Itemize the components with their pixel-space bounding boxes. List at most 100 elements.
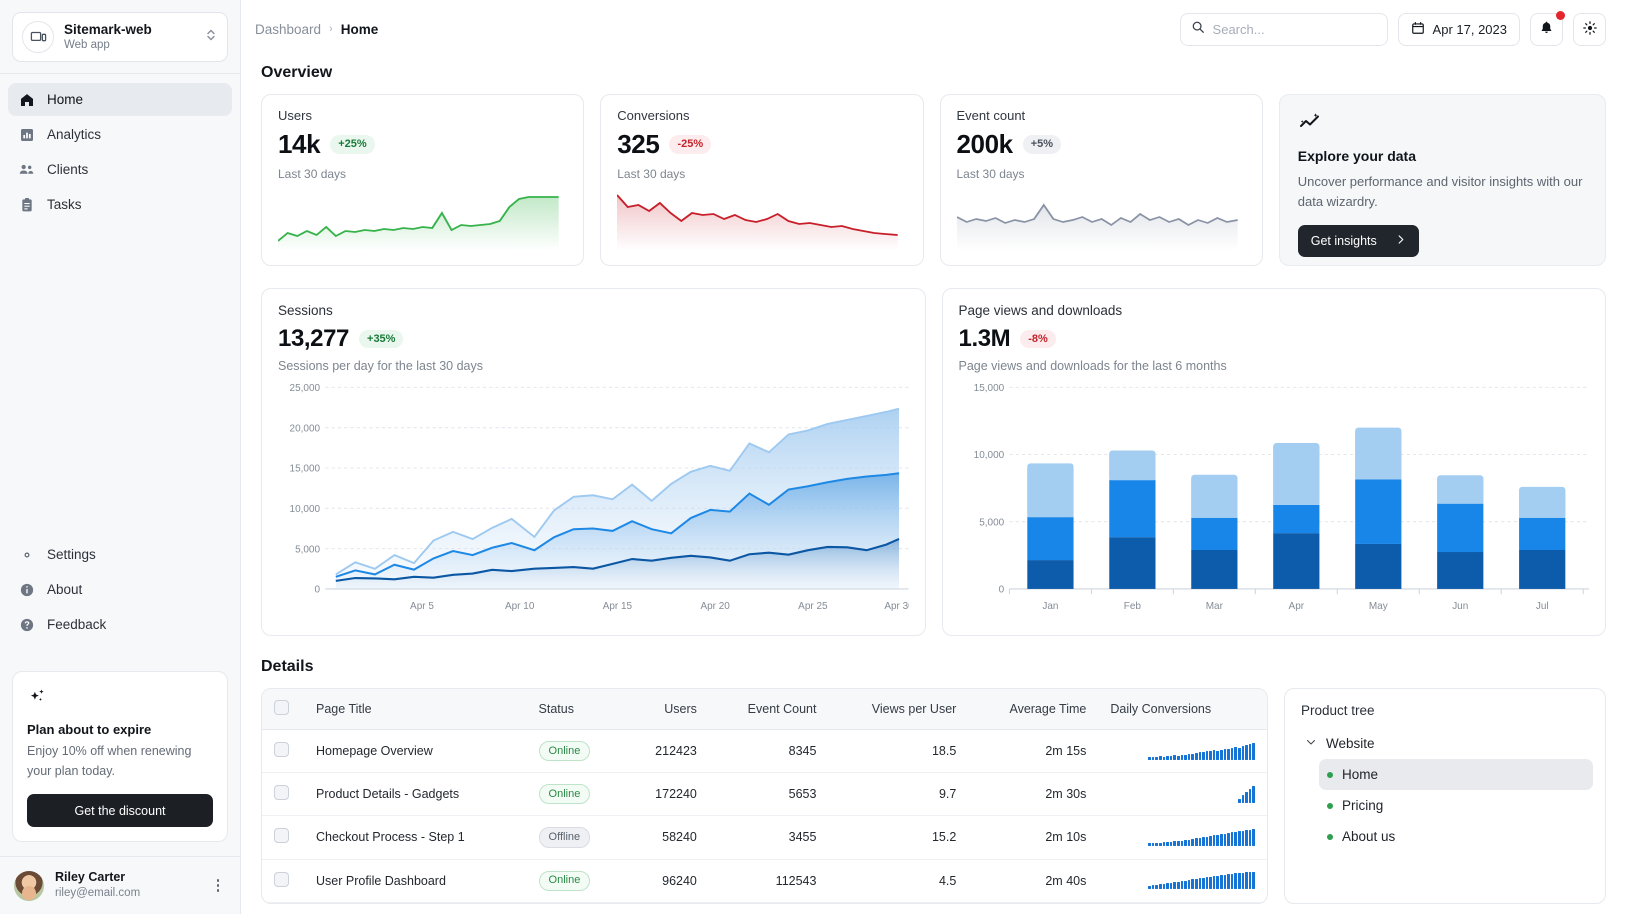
details-row: Page Title Status Users Event Count View… xyxy=(261,688,1606,904)
tree-item-home[interactable]: Home xyxy=(1319,759,1593,790)
col-users[interactable]: Users xyxy=(624,689,709,730)
col-daily-conversions[interactable]: Daily Conversions xyxy=(1098,689,1267,730)
svg-text:Jul: Jul xyxy=(1535,601,1548,612)
col-average-time[interactable]: Average Time xyxy=(968,689,1099,730)
cell-event-count: 112543 xyxy=(708,859,829,903)
user-profile[interactable]: Riley Carter riley@email.com xyxy=(0,856,240,914)
status-dot-icon xyxy=(1327,833,1333,840)
svg-text:Apr 10: Apr 10 xyxy=(505,601,535,612)
notifications-button[interactable] xyxy=(1530,10,1565,46)
checkbox-icon[interactable] xyxy=(274,828,289,844)
tree-node-website[interactable]: Website xyxy=(1297,728,1593,759)
tree-item-pricing[interactable]: Pricing xyxy=(1319,790,1593,821)
cell-status: Online xyxy=(526,859,625,903)
chart-subtitle: Sessions per day for the last 30 days xyxy=(278,359,483,373)
status-dot-icon xyxy=(1327,802,1333,809)
chart-title: Sessions xyxy=(278,303,333,318)
date-label: Apr 17, 2023 xyxy=(1432,21,1507,37)
select-all-header xyxy=(262,689,304,730)
cell-users: 212423 xyxy=(624,729,709,774)
date-picker-button[interactable]: Apr 17, 2023 xyxy=(1397,12,1520,46)
sparkline-conversions xyxy=(617,189,906,251)
table-row[interactable]: Checkout Process - Step 1 Offline 58240 … xyxy=(262,815,1267,860)
get-discount-button[interactable]: Get the discount xyxy=(27,794,213,828)
sidebar: Sitemark-web Web app Home Analytics xyxy=(0,0,241,914)
col-page-title[interactable]: Page Title xyxy=(304,689,527,730)
sidebar-item-label: Tasks xyxy=(47,197,82,212)
stat-value: 200k xyxy=(956,129,1014,159)
row-checkbox-cell xyxy=(262,729,304,774)
tree-item-about-us[interactable]: About us xyxy=(1319,821,1593,852)
status-badge: Online xyxy=(538,741,591,762)
cell-average-time: 2m 10s xyxy=(968,815,1099,860)
cell-daily-conversions xyxy=(1098,772,1267,817)
stat-card-event-count[interactable]: Event count 200k +5% Last 30 days xyxy=(939,94,1263,266)
search-box[interactable] xyxy=(1179,12,1388,46)
sidebar-item-label: Clients xyxy=(47,162,89,177)
tree-node-label: Website xyxy=(1326,736,1375,751)
sidebar-item-label: Analytics xyxy=(47,127,102,142)
bell-icon xyxy=(1539,20,1554,38)
svg-text:Mar: Mar xyxy=(1205,601,1223,612)
search-input[interactable] xyxy=(1212,21,1377,37)
chart-title: Page views and downloads xyxy=(958,303,1123,318)
breadcrumb-dashboard[interactable]: Dashboard xyxy=(255,21,322,37)
col-status[interactable]: Status xyxy=(526,689,625,730)
sidebar-item-feedback[interactable]: Feedback xyxy=(8,608,232,641)
checkbox-icon[interactable] xyxy=(274,871,289,887)
user-name: Riley Carter xyxy=(55,870,126,885)
stat-card-users[interactable]: Users 14k +25% Last 30 days xyxy=(261,94,585,266)
app-type: Web app xyxy=(64,39,110,52)
col-event-count[interactable]: Event Count xyxy=(708,689,829,730)
notification-badge xyxy=(1556,10,1565,20)
checkbox-icon[interactable] xyxy=(274,785,289,801)
cell-views-per-user: 4.5 xyxy=(828,859,969,903)
checkbox-icon[interactable] xyxy=(274,700,289,715)
svg-text:Apr 25: Apr 25 xyxy=(798,601,828,612)
svg-text:0: 0 xyxy=(998,585,1004,596)
status-badge: +35% xyxy=(359,329,404,349)
table-row[interactable]: Product Details - Gadgets Online 172240 … xyxy=(262,772,1267,817)
cell-users: 58240 xyxy=(624,815,709,860)
chart-value: 1.3M xyxy=(958,325,1011,352)
sidebar-item-analytics[interactable]: Analytics xyxy=(8,118,232,151)
secondary-nav: Settings About Feedback xyxy=(0,538,240,643)
checkbox-icon[interactable] xyxy=(274,742,289,758)
theme-toggle-button[interactable] xyxy=(1573,12,1606,46)
sidebar-item-clients[interactable]: Clients xyxy=(8,153,232,186)
svg-text:10,000: 10,000 xyxy=(973,450,1004,461)
table-header-row: Page Title Status Users Event Count View… xyxy=(262,689,1267,730)
sparkbar-chart xyxy=(1110,872,1255,890)
svg-text:Apr 15: Apr 15 xyxy=(603,601,633,612)
chart-subtitle: Page views and downloads for the last 6 … xyxy=(958,359,1227,373)
user-email: riley@email.com xyxy=(55,887,141,900)
cell-event-count: 8345 xyxy=(708,729,829,774)
cell-status: Online xyxy=(526,772,625,817)
svg-text:15,000: 15,000 xyxy=(290,464,321,475)
sidebar-item-tasks[interactable]: Tasks xyxy=(8,188,232,221)
status-badge: -8% xyxy=(1020,329,1056,349)
chevron-down-icon[interactable] xyxy=(1305,736,1317,751)
stat-card-conversions[interactable]: Conversions 325 -25% Last 30 days xyxy=(600,94,924,266)
sidebar-item-label: Settings xyxy=(47,547,96,563)
sidebar-item-home[interactable]: Home xyxy=(8,83,232,116)
get-insights-button[interactable]: Get insights xyxy=(1297,225,1419,258)
explore-text: Uncover performance and visitor insights… xyxy=(1297,174,1583,210)
product-tree-title: Product tree xyxy=(1301,703,1375,718)
sidebar-item-about[interactable]: About xyxy=(8,573,232,606)
kebab-menu-icon[interactable] xyxy=(208,879,228,892)
insights-icon xyxy=(1298,111,1587,140)
row-checkbox-cell xyxy=(262,772,304,817)
table-row[interactable]: User Profile Dashboard Online 96240 1125… xyxy=(262,859,1267,903)
stat-subtitle: Last 30 days xyxy=(278,167,347,181)
app-switcher[interactable]: Sitemark-web Web app xyxy=(12,12,228,62)
cell-views-per-user: 15.2 xyxy=(828,815,969,860)
info-icon xyxy=(18,581,35,598)
svg-text:5,000: 5,000 xyxy=(295,544,320,555)
sparkbar-chart xyxy=(1110,785,1255,803)
chevron-right-icon: › xyxy=(329,23,333,35)
table-row[interactable]: Homepage Overview Online 212423 8345 18.… xyxy=(262,729,1267,774)
sidebar-item-settings[interactable]: Settings xyxy=(8,538,232,571)
col-views-per-user[interactable]: Views per User xyxy=(828,689,969,730)
cell-page-title: User Profile Dashboard xyxy=(304,859,527,903)
